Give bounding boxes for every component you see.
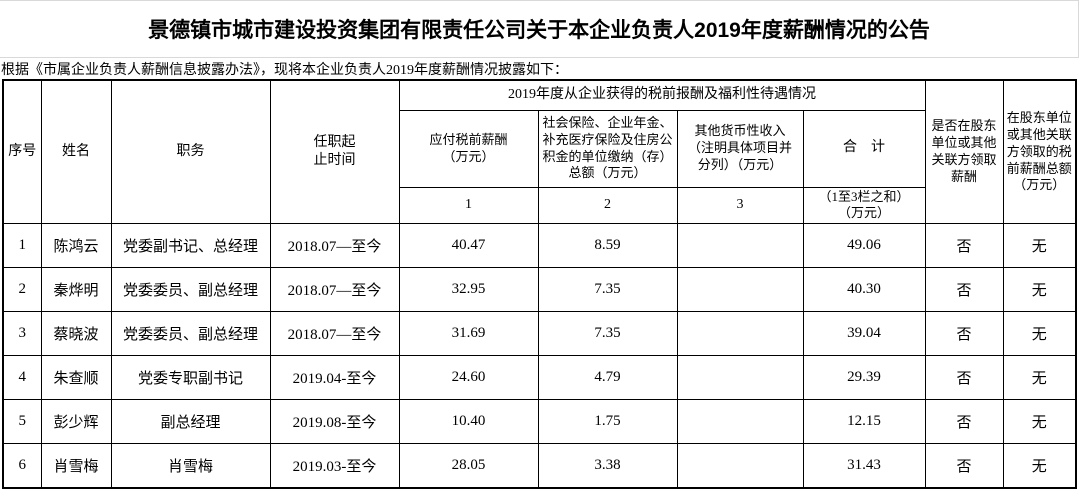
col-header-pretax-salary: 应付税前薪酬 （万元） [398,109,539,188]
cell-name: 秦烨明 [40,267,112,313]
col-header-group-2019: 2019年度从企业获得的税前报酬及福利性待遇情况 [398,79,926,111]
cell-other-income [676,311,804,357]
cell-insurance: 1.75 [537,399,678,445]
col-number-1: 1 [398,186,539,225]
cell-salary: 10.40 [398,399,539,445]
cell-other-income [676,399,804,445]
cell-seq: 4 [2,355,42,401]
cell-tenure: 2019.08-至今 [269,399,400,445]
col-header-insurance: 社会保险、企业年金、补充医疗保险及住房公积金的单位缴纳（存）总额（万元） [537,109,678,188]
col-number-3: 3 [676,186,804,225]
table-row: 3 蔡晓波 党委委员、副总经理 2018.07—至今 31.69 7.35 39… [2,311,1077,357]
salary-disclosure-table: 序号 姓名 职务 任职起 止时间 2019年度从企业获得的税前报酬及福利性待遇情… [2,79,1077,489]
cell-seq: 6 [2,443,42,489]
cell-shareholder-amount: 无 [1002,311,1077,357]
cell-shareholder-paid: 否 [924,443,1004,489]
cell-shareholder-paid: 否 [924,399,1004,445]
cell-name: 朱查顺 [40,355,112,401]
table-row: 2 秦烨明 党委委员、副总经理 2018.07—至今 32.95 7.35 40… [2,267,1077,313]
col-header-other-income: 其他货币性收入 （注明具体项目并 分列）（万元） [676,109,804,188]
cell-total: 29.39 [802,355,926,401]
cell-position: 党委副书记、总经理 [110,223,271,269]
cell-tenure: 2018.07—至今 [269,311,400,357]
cell-shareholder-amount: 无 [1002,399,1077,445]
cell-tenure: 2019.04-至今 [269,355,400,401]
table-row: 6 肖雪梅 肖雪梅 2019.03-至今 28.05 3.38 31.43 否 … [2,443,1077,489]
cell-other-income [676,223,804,269]
col-header-seq: 序号 [2,79,42,225]
cell-position: 党委委员、副总经理 [110,267,271,313]
cell-position: 党委委员、副总经理 [110,311,271,357]
cell-position: 副总经理 [110,399,271,445]
cell-position: 党委专职副书记 [110,355,271,401]
cell-total: 12.15 [802,399,926,445]
cell-seq: 1 [2,223,42,269]
table-row: 5 彭少辉 副总经理 2019.08-至今 10.40 1.75 12.15 否… [2,399,1077,445]
cell-seq: 2 [2,267,42,313]
cell-other-income [676,443,804,489]
col-header-shareholder-amount: 在股东单位或其他关联方领取的税前薪酬总额（万元） [1002,79,1077,225]
page-title: 景德镇市城市建设投资集团有限责任公司关于本企业负责人2019年度薪酬情况的公告 [0,0,1079,58]
cell-other-income [676,267,804,313]
table-row: 4 朱查顺 党委专职副书记 2019.04-至今 24.60 4.79 29.3… [2,355,1077,401]
cell-name: 蔡晓波 [40,311,112,357]
table-row: 1 陈鸿云 党委副书记、总经理 2018.07—至今 40.47 8.59 49… [2,223,1077,269]
cell-shareholder-paid: 否 [924,223,1004,269]
col-number-2: 2 [537,186,678,225]
cell-name: 陈鸿云 [40,223,112,269]
cell-salary: 24.60 [398,355,539,401]
cell-total: 31.43 [802,443,926,489]
cell-salary: 32.95 [398,267,539,313]
cell-insurance: 7.35 [537,267,678,313]
col-header-name: 姓名 [40,79,112,225]
cell-shareholder-amount: 无 [1002,223,1077,269]
col-header-total: 合 计 [802,109,926,188]
cell-shareholder-paid: 否 [924,267,1004,313]
col-header-shareholder-paid: 是否在股东单位或其他关联方领取薪酬 [924,79,1004,225]
cell-shareholder-paid: 否 [924,355,1004,401]
cell-total: 40.30 [802,267,926,313]
cell-insurance: 4.79 [537,355,678,401]
cell-other-income [676,355,804,401]
cell-tenure: 2019.03-至今 [269,443,400,489]
cell-total: 49.06 [802,223,926,269]
cell-salary: 40.47 [398,223,539,269]
cell-seq: 5 [2,399,42,445]
cell-shareholder-amount: 无 [1002,443,1077,489]
cell-position: 肖雪梅 [110,443,271,489]
cell-shareholder-paid: 否 [924,311,1004,357]
cell-salary: 28.05 [398,443,539,489]
cell-insurance: 7.35 [537,311,678,357]
cell-tenure: 2018.07—至今 [269,223,400,269]
cell-insurance: 3.38 [537,443,678,489]
cell-shareholder-amount: 无 [1002,267,1077,313]
col-header-tenure: 任职起 止时间 [269,79,400,225]
cell-name: 肖雪梅 [40,443,112,489]
cell-shareholder-amount: 无 [1002,355,1077,401]
col-header-position: 职务 [110,79,271,225]
col-total-note: （1至3栏之和） （万元） [802,186,926,225]
cell-salary: 31.69 [398,311,539,357]
intro-text: 根据《市属企业负责人薪酬信息披露办法》，现将本企业负责人2019年度薪酬情况披露… [1,62,568,78]
cell-insurance: 8.59 [537,223,678,269]
cell-seq: 3 [2,311,42,357]
cell-total: 39.04 [802,311,926,357]
cell-tenure: 2018.07—至今 [269,267,400,313]
cell-name: 彭少辉 [40,399,112,445]
